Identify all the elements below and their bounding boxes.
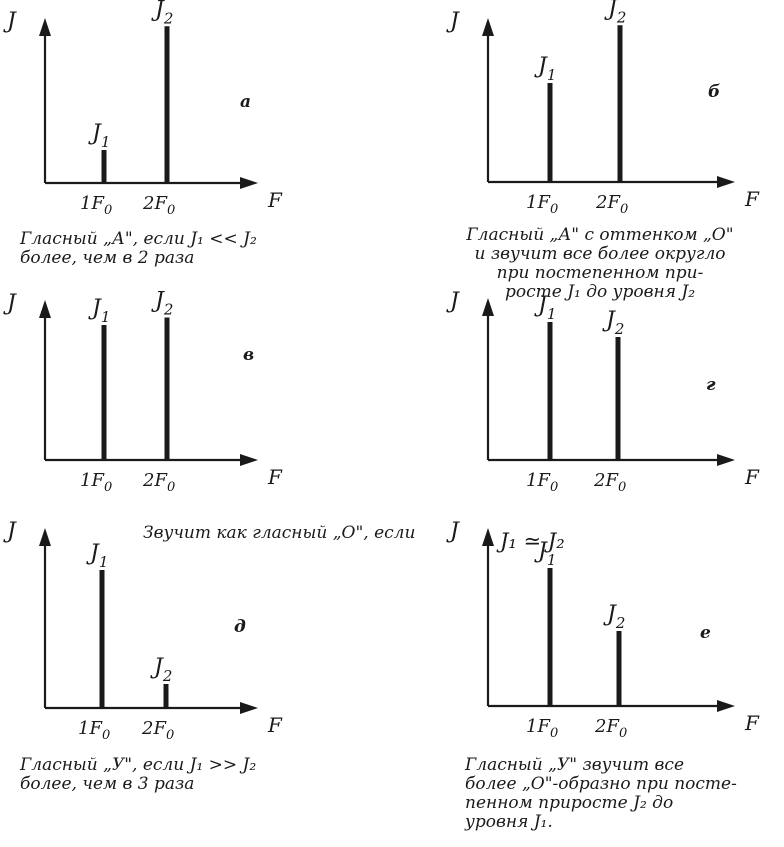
peak-label-2: J2 [150,655,172,685]
peak-bar-2 [617,25,623,182]
x-axis-label: F [267,188,283,212]
x-axis-arrow [240,177,258,189]
x-axis-arrow [240,454,258,466]
y-axis-arrow [39,18,51,36]
panel-letter: е [700,623,711,643]
peak-bar-1 [547,83,553,182]
tick-label-1: 1F0 [526,192,558,217]
middle-note-text: Звучит как гласный „О", если [143,523,415,543]
caption-line: более „О"-образно при посте- [465,774,737,794]
peak-label-2: J2 [602,308,624,338]
middle-note-condition: J₁ ≃ J₂ [496,529,565,553]
caption-line: Гласный „А", если J₁ << J₂ [19,229,257,249]
x-axis-arrow [240,702,258,714]
panel-letter: а [240,92,251,112]
peak-bar-1 [101,325,107,460]
caption-line: при постепенном при- [497,263,704,283]
caption-line: уровня J₁. [464,812,553,832]
peak-label-2: J2 [151,289,173,319]
x-axis-arrow [717,176,735,188]
panel-letter: б [708,82,720,102]
peak-bar-2 [164,26,170,183]
y-axis-arrow [482,528,494,546]
tick-label-2: 2F0 [142,470,175,495]
y-axis-label: J [446,9,460,34]
tick-label-1: 1F0 [526,716,558,741]
y-axis-label: J [446,519,460,544]
panel-letter: д [234,617,246,637]
peak-bar-1 [547,322,553,460]
peak-bar-2 [616,631,622,706]
y-axis-label: J [446,289,460,314]
caption-line: росте J₁ до уровня J₂ [505,282,695,302]
x-axis-arrow [717,454,735,466]
caption-line: более, чем в 3 раза [20,774,194,794]
x-axis-label: F [744,187,760,211]
peak-bar-2 [163,684,169,708]
caption: Гласный „А" с оттенком „О"и звучит все б… [465,225,733,302]
panel-b: J F J1 1F0 J2 2F0 б Гласный „А" с оттенком „О"и… [446,0,760,302]
peak-label-2: J2 [604,0,626,26]
y-axis-label: J [3,519,17,544]
caption-line: пенном приросте J₂ до [465,793,673,813]
panel-e: J F J1 1F0 J2 2F0 е Гласный „У" звучит всеболее… [446,519,760,832]
peak-label-1: J1 [86,541,108,571]
tick-label-2: 2F0 [593,470,626,495]
y-axis-label: J [3,9,17,34]
panel-letter: г [706,375,716,395]
x-axis-arrow [717,700,735,712]
caption-line: Гласный „А" с оттенком „О" [465,225,733,245]
peak-bar-2 [615,337,621,460]
x-axis-label: F [267,465,283,489]
tick-label-2: 2F0 [141,718,174,743]
peak-label-1: J1 [88,121,110,151]
peak-label-1: J1 [88,296,110,326]
tick-label-2: 2F0 [594,716,627,741]
tick-label-1: 1F0 [80,193,112,218]
caption-line: Гласный „У" звучит все [464,755,684,775]
caption-line: Гласный „У", если J₁ >> J₂ [19,755,256,775]
tick-label-2: 2F0 [595,192,628,217]
tick-label-1: 1F0 [526,470,558,495]
peak-bar-2 [164,317,170,460]
peak-label-1: J1 [534,293,556,323]
y-axis-arrow [39,300,51,318]
tick-label-1: 1F0 [78,718,110,743]
y-axis-arrow [39,528,51,546]
panel-d: J F J1 1F0 J2 2F0 д Гласный „У", если J₁ >> J₂б… [3,519,283,794]
tick-label-2: 2F0 [142,193,175,218]
x-axis-label: F [744,465,760,489]
peak-label-2: J2 [603,602,625,632]
x-axis-label: F [744,711,760,735]
peak-label-1: J1 [534,539,556,569]
tick-label-1: 1F0 [80,470,112,495]
peak-bar-1 [99,570,105,708]
peak-label-1: J1 [534,54,556,84]
panel-a: J F J1 1F0 J2 2F0 а Гласный „А", если J₁ << J₂б… [3,0,283,268]
y-axis-label: J [3,291,17,316]
caption-line: и звучит все более округло [474,244,725,264]
panel-g: J F J1 1F0 J2 2F0 г [446,289,760,495]
panel-letter: в [243,345,254,365]
middle-note: Звучит как гласный „О", если J₁ ≃ J₂ [143,523,565,553]
y-axis-arrow [482,18,494,36]
panel-v: J F J1 1F0 J2 2F0 в [3,289,283,496]
peak-label-2: J2 [151,0,173,27]
x-axis-label: F [267,713,283,737]
y-axis-arrow [482,298,494,316]
caption-line: более, чем в 2 раза [20,248,194,268]
peak-bar-1 [547,568,553,706]
peak-bar-1 [101,150,107,183]
